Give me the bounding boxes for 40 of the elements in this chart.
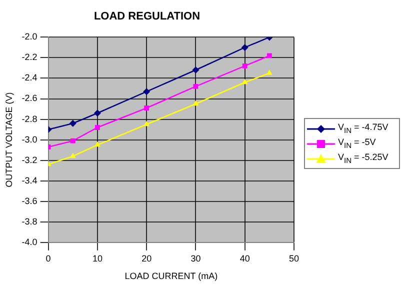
point <box>144 120 150 126</box>
x-tick-label: 20 <box>142 253 152 264</box>
y-tick-label: -3.8 <box>22 216 38 226</box>
point <box>241 44 248 51</box>
y-tick-label: -3.0 <box>22 134 38 144</box>
point <box>144 106 150 110</box>
chart-title: LOAD REGULATION <box>94 10 200 23</box>
point <box>192 66 200 74</box>
point <box>242 78 248 84</box>
point <box>94 110 101 117</box>
y-tick-label: -3.4 <box>22 175 38 186</box>
point <box>143 88 150 96</box>
point <box>242 63 248 68</box>
point <box>266 70 272 75</box>
point <box>69 120 76 127</box>
y-tick-label: -3.6 <box>22 196 38 206</box>
x-tick-label: 30 <box>190 253 201 264</box>
x-tick-label: 50 <box>288 253 299 264</box>
x-tick-label: 40 <box>240 253 250 264</box>
point <box>193 84 198 89</box>
x-axis-title: LOAD CURRENT (mA) <box>124 271 218 282</box>
y-tick-label: -2.8 <box>22 114 38 124</box>
y-tick-label: -2.4 <box>22 72 38 83</box>
y-tick-label: -2.2 <box>22 52 38 62</box>
point <box>266 53 272 58</box>
x-tick-label: 10 <box>92 253 102 264</box>
legend-label: V$_{IN}$ = -5.25V <box>338 152 388 165</box>
point <box>94 125 100 130</box>
y-tick-label: -2.0 <box>22 32 38 42</box>
legend-label: V$_{IN}$ = -5V <box>338 137 376 150</box>
point <box>70 152 76 158</box>
point <box>70 138 76 144</box>
y-tick-label: -2.6 <box>22 93 38 104</box>
y-tick-label: -3.2 <box>22 154 38 165</box>
y-tick-label: -4.0 <box>22 236 38 247</box>
point <box>94 141 100 147</box>
legend-label: V$_{IN}$ = -4.75V <box>338 122 388 135</box>
point <box>192 100 199 106</box>
x-tick-label: 0 <box>46 253 51 264</box>
y-axis-title: OUTPUT VOLTAGE (V) <box>4 92 14 188</box>
